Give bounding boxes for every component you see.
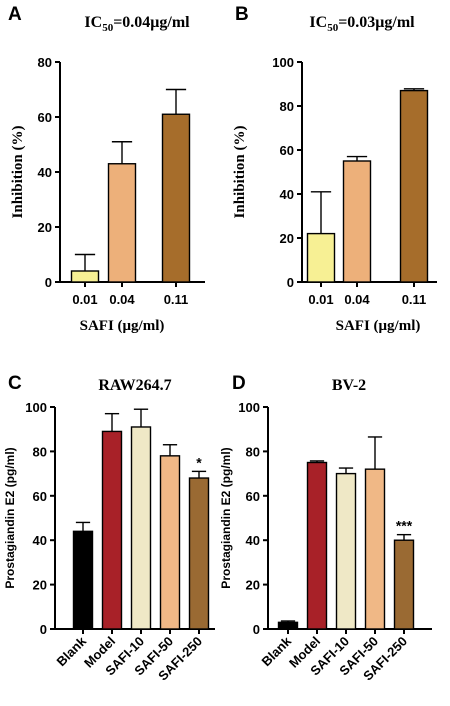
y-axis-label: Prostagiandin E2 (pg/ml) [219,447,233,588]
y-tick-label: 40 [280,187,294,202]
chart-title: BV-2 [332,377,366,394]
chart-panel-d: D BV-2 0 20 40 60 80 100 Prostagiandin E2 (pg/ml… [219,373,432,683]
bar-safi-50 [364,468,386,630]
bar-safi-250 [393,539,415,630]
bar-0-04 [107,163,137,283]
bar-0-01 [70,270,100,283]
y-tick-label: 80 [246,444,260,459]
bar-safi-50 [159,455,181,630]
panel-letter: C [8,373,22,394]
y-axis-label: Inhibition (%) [10,126,26,219]
x-tick-label: 0.11 [402,292,427,307]
x-tick-label: 0.04 [344,292,370,307]
y-tick-label: 0 [253,622,260,637]
bar-safi-10 [335,472,357,630]
bar-0-04 [342,160,372,283]
y-tick-label: 100 [25,400,47,415]
y-tick-label: 0 [40,622,47,637]
y-tick-label: 0 [287,275,294,290]
bar-model [101,430,123,630]
bar-0-01 [306,232,336,283]
y-tick-label: 100 [272,55,294,70]
y-tick-label: 60 [246,489,260,504]
y-tick-label: 40 [246,533,260,548]
y-axis-label: Prostagiandin E2 (pg/ml) [3,447,17,588]
bar-0-11 [161,113,191,283]
chart-panel-a: A IC50=0.04μg/ml 0 20 40 60 80 Inhibition (%) SA… [8,4,205,334]
y-tick-label: 80 [33,444,47,459]
panel-letter: D [232,373,246,394]
y-tick-label: 80 [38,55,52,70]
panel-letter: B [235,4,249,25]
x-tick-label: 0.01 [308,292,333,307]
y-tick-label: 40 [33,533,47,548]
chart-title: RAW264.7 [98,377,171,394]
y-tick-label: 60 [280,143,294,158]
y-tick-label: 60 [38,110,52,125]
significance-mark: * [196,454,202,470]
bar-0-11 [399,89,429,283]
y-tick-label: 80 [280,99,294,114]
bar-safi-10 [130,426,152,630]
panel-letter: A [8,4,22,25]
x-tick-label: 0.04 [109,292,135,307]
y-tick-label: 20 [33,578,47,593]
bar-blank [72,530,94,630]
significance-mark: *** [396,518,413,534]
bar-safi-250 [188,477,210,630]
y-axis-label: Inhibition (%) [232,126,248,219]
x-tick-label: 0.01 [72,292,97,307]
y-tick-label: 20 [280,231,294,246]
y-tick-label: 40 [38,165,52,180]
y-tick-label: 100 [238,400,260,415]
y-tick-label: 60 [33,489,47,504]
y-tick-label: 0 [45,275,52,290]
bar-blank [277,621,299,630]
y-tick-label: 20 [38,220,52,235]
x-axis-label: SAFI (μg/ml) [80,318,165,334]
bar-model [306,461,328,630]
x-tick-label: 0.11 [164,292,189,307]
x-axis-label: SAFI (μg/ml) [336,318,421,334]
y-tick-label: 20 [246,578,260,593]
chart-title: IC50=0.03μg/ml [309,14,415,34]
chart-title: IC50=0.04μg/ml [84,14,190,34]
chart-panel-c: C RAW264.7 0 20 40 60 80 100 Prostagiandin E2 (p… [3,373,215,683]
chart-panel-b: B IC50=0.03μg/ml 0 20 40 60 80 100 Inhibition (%… [232,4,437,334]
